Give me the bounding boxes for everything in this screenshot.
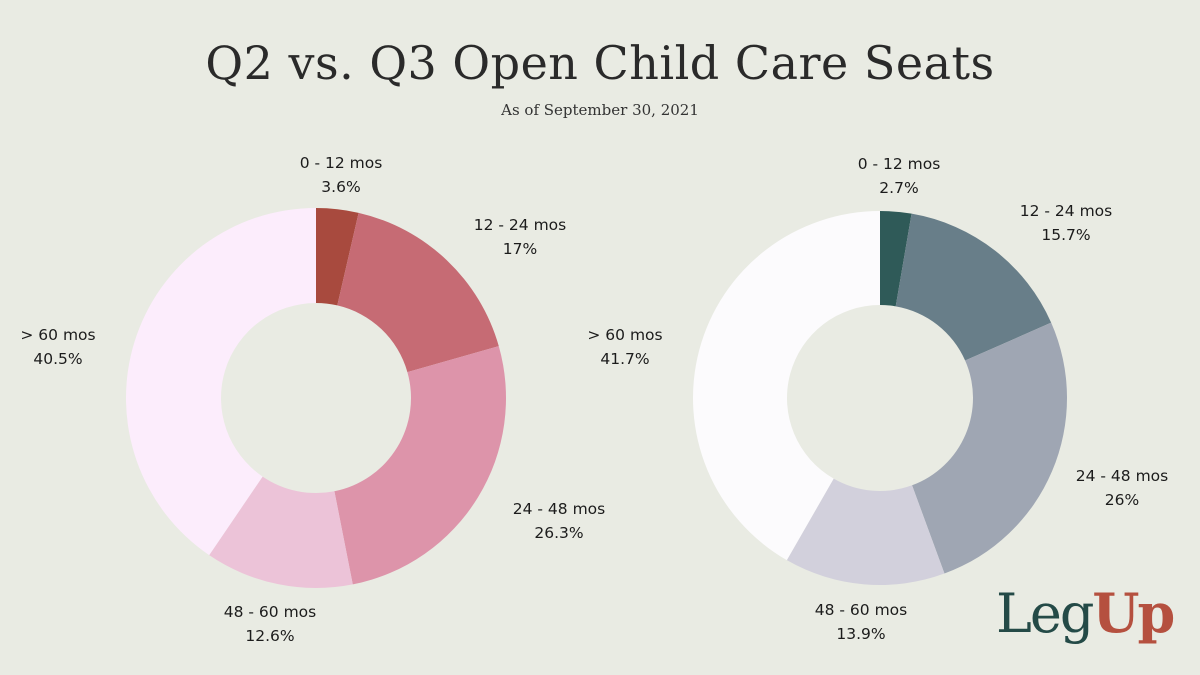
q3-donut-chart: 0 - 12 mos 2.7% 12 - 24 mos 15.7% 24 - 48 mo… <box>587 155 1168 643</box>
slice-label-0-0: 0 - 12 mos <box>300 154 383 172</box>
donut-slice-0-4 <box>126 208 316 556</box>
slice-label-1-0: 0 - 12 mos <box>858 155 941 173</box>
logo-text-up: Up <box>1092 581 1175 645</box>
slice-value-0-0: 3.6% <box>321 178 360 196</box>
donut-slice-0-3 <box>209 476 353 589</box>
slice-value-1-4: 41.7% <box>600 350 649 368</box>
slice-label-0-4: > 60 mos <box>20 326 95 344</box>
slice-label-1-3: 48 - 60 mos <box>815 601 907 619</box>
chart-title: Q2 vs. Q3 Open Child Care Seats <box>205 36 995 90</box>
slice-label-1-4: > 60 mos <box>587 326 662 344</box>
logo-text-leg: Leg <box>996 582 1094 645</box>
legup-logo: LegUp <box>996 586 1175 641</box>
donut-slice-0-0 <box>316 208 359 306</box>
slice-value-1-2: 26% <box>1105 491 1139 509</box>
slice-value-0-1: 17% <box>503 240 537 258</box>
slice-label-0-3: 48 - 60 mos <box>224 603 316 621</box>
donut-slice-1-0 <box>880 211 912 307</box>
donut-slice-1-1 <box>895 213 1052 361</box>
slice-value-0-4: 40.5% <box>33 350 82 368</box>
q2-donut-chart: 0 - 12 mos 3.6% 12 - 24 mos 17% 24 - 48 mos 2… <box>20 154 605 645</box>
slice-label-1-2: 24 - 48 mos <box>1076 467 1168 485</box>
slice-value-1-0: 2.7% <box>879 179 918 197</box>
slice-value-0-3: 12.6% <box>245 627 294 645</box>
slice-value-1-3: 13.9% <box>836 625 885 643</box>
slice-label-0-2: 24 - 48 mos <box>513 500 605 518</box>
donut-slice-1-4 <box>692 211 880 561</box>
donut-slice-1-2 <box>912 322 1068 574</box>
slice-value-1-1: 15.7% <box>1041 226 1090 244</box>
donut-slice-0-1 <box>337 212 499 373</box>
slice-value-0-2: 26.3% <box>534 524 583 542</box>
slice-label-0-1: 12 - 24 mos <box>474 216 566 234</box>
donut-slice-0-2 <box>334 346 506 585</box>
donut-slice-1-3 <box>786 478 945 586</box>
slice-label-1-1: 12 - 24 mos <box>1020 202 1112 220</box>
chart-subtitle: As of September 30, 2021 <box>501 101 699 119</box>
